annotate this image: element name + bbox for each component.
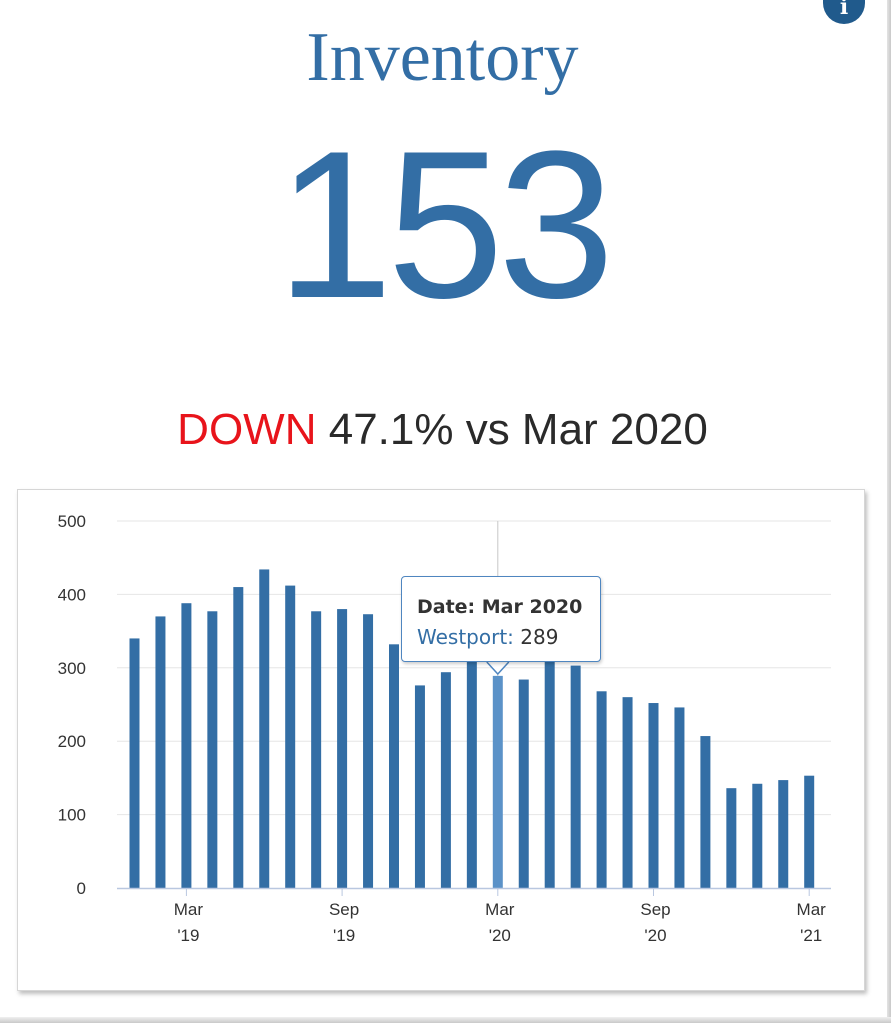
bar — [778, 780, 789, 888]
x-tick-label: '20 — [644, 926, 666, 945]
bar — [311, 611, 322, 888]
x-tick-label: Sep — [329, 900, 359, 919]
x-tick-label: Sep — [640, 900, 670, 919]
tooltip-value-line: Westport: 289 — [417, 625, 558, 649]
metric-title: Inventory — [306, 19, 579, 96]
bar — [544, 661, 555, 888]
x-tick-label: Mar — [485, 900, 515, 919]
bar — [414, 685, 425, 888]
bar — [492, 675, 503, 888]
x-tick-label: '19 — [333, 926, 355, 945]
bar — [804, 775, 815, 888]
y-tick-label: 400 — [58, 585, 86, 604]
change-direction: DOWN — [177, 405, 317, 454]
bar — [233, 587, 244, 888]
x-tick-label: Mar — [797, 900, 827, 919]
tooltip-value: 289 — [520, 625, 559, 649]
x-tick-label: '20 — [489, 926, 511, 945]
tooltip-pointer — [486, 661, 510, 676]
x-tick-label: '19 — [177, 926, 199, 945]
x-tick-label: Mar — [174, 900, 204, 919]
y-tick-label: 500 — [58, 512, 86, 531]
bar — [363, 614, 374, 888]
chart-tooltip: Date: Mar 2020 Westport: 289 — [401, 576, 601, 664]
bar — [389, 644, 399, 888]
y-tick-label: 100 — [58, 806, 86, 825]
bar — [129, 638, 140, 888]
bar — [752, 783, 763, 888]
bar — [155, 616, 166, 888]
metric-value: 153 — [276, 107, 614, 342]
y-tick-label: 300 — [58, 659, 86, 678]
bar — [596, 691, 607, 888]
bar — [337, 609, 348, 888]
metric-change: DOWN 47.1% vs Mar 2020 — [0, 402, 885, 458]
bar — [207, 611, 218, 888]
bar — [570, 665, 581, 888]
bar — [440, 672, 451, 888]
y-tick-label: 200 — [58, 732, 86, 751]
x-tick-label: '21 — [800, 926, 822, 945]
tooltip-box — [401, 576, 601, 662]
bar — [466, 660, 477, 888]
bar — [648, 703, 659, 888]
tooltip-date: Date: Mar 2020 — [417, 596, 583, 618]
bar — [285, 585, 296, 888]
bar — [181, 603, 192, 888]
bar — [726, 788, 737, 888]
bar — [622, 697, 633, 888]
bar — [518, 679, 529, 888]
bar — [674, 707, 685, 888]
bar — [259, 569, 270, 888]
change-text: 47.1% vs Mar 2020 — [328, 405, 708, 454]
y-tick-label: 0 — [77, 879, 86, 898]
bar — [700, 736, 711, 888]
card-bottom-edge — [0, 1017, 891, 1023]
card-edge — [887, 0, 891, 1023]
tooltip-series: Westport: — [417, 625, 514, 649]
